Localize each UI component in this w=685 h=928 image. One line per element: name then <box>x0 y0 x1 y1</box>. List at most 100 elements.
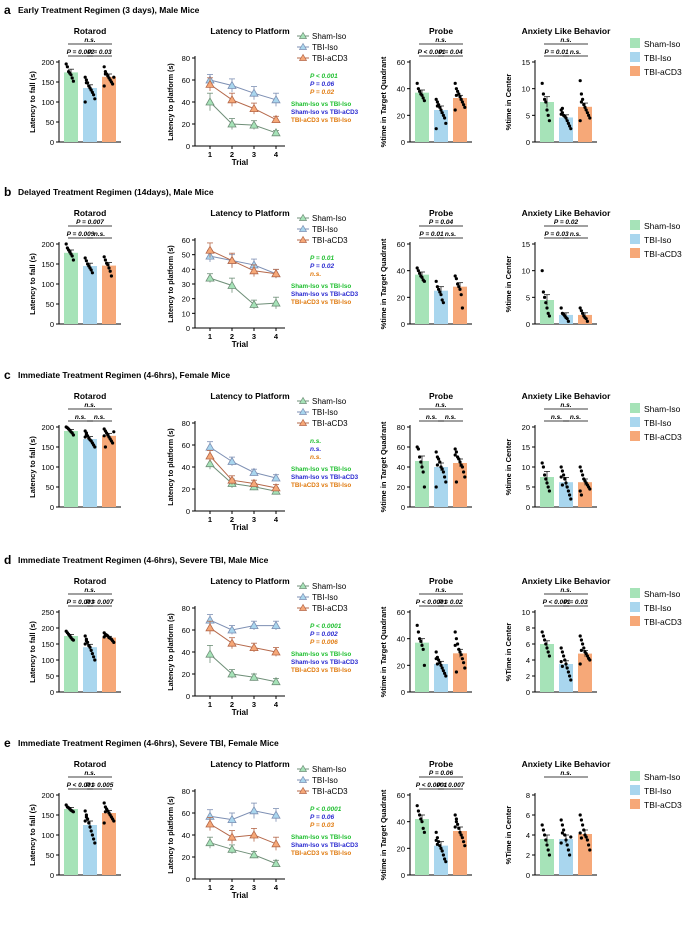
data-point <box>568 124 572 128</box>
bar-tbi-acd3 <box>102 76 116 142</box>
data-point <box>579 836 584 840</box>
series-marker <box>227 844 237 853</box>
legend-label: TBI-aCD3 <box>312 236 348 245</box>
data-point <box>578 634 582 638</box>
y-tick-label: 0 <box>186 507 190 516</box>
data-point <box>543 97 547 101</box>
series-line-tbi-iso <box>209 79 277 101</box>
data-point <box>453 453 457 457</box>
data-point <box>560 106 565 110</box>
data-point <box>541 290 546 294</box>
data-point <box>418 271 422 275</box>
data-point <box>440 666 444 670</box>
data-point <box>564 838 568 842</box>
legend-marker <box>298 213 308 221</box>
data-point <box>581 311 585 315</box>
data-point <box>559 112 563 116</box>
y-tick-label: 20 <box>182 120 190 129</box>
data-point <box>90 652 94 656</box>
significance-label: P = 0.007 <box>437 782 465 789</box>
data-point <box>435 836 439 840</box>
y-tick-label: 0 <box>401 138 405 147</box>
data-point <box>578 662 582 666</box>
data-point <box>578 79 582 83</box>
latency-p-value: P < 0.001 <box>310 73 338 80</box>
y-tick-label: 0 <box>526 688 530 697</box>
data-point <box>434 279 438 283</box>
y-tick-label: 0 <box>50 320 54 329</box>
y-tick-label: 6 <box>526 640 530 649</box>
legend-marker <box>298 396 308 404</box>
significance-label: P = 0.03 <box>563 599 588 606</box>
legend-label: TBI-aCD3 <box>312 787 348 796</box>
data-point <box>83 256 87 260</box>
data-point <box>566 489 571 493</box>
comparison-legend-label: TBI-aCD3 vs TBI-Iso <box>291 117 351 124</box>
y-tick-label: 15 <box>522 240 530 249</box>
y-tick-label: 0 <box>526 503 530 512</box>
data-point <box>71 79 75 83</box>
y-tick-label: 200 <box>41 624 54 633</box>
panel-e: e Immediate Treatment Regimen (4-6hrs), S… <box>4 736 682 900</box>
data-point <box>93 445 97 449</box>
y-tick-label: 0 <box>50 688 54 697</box>
legend-swatch-tbi-acd3 <box>630 248 640 258</box>
latency-p-value: P < 0.0001 <box>310 623 342 630</box>
series-marker <box>249 620 259 629</box>
legend-marker <box>298 786 308 794</box>
series-marker <box>205 97 215 106</box>
data-point <box>454 450 458 454</box>
data-point <box>545 481 549 485</box>
significance-label: P = 0.009 <box>67 231 95 238</box>
data-point <box>107 266 111 270</box>
data-point <box>563 477 567 481</box>
y-tick-label: 80 <box>182 787 190 796</box>
data-point <box>569 678 573 682</box>
x-tick-label: 1 <box>208 883 212 892</box>
data-point <box>547 314 552 318</box>
data-point <box>83 75 87 79</box>
data-point <box>421 470 425 474</box>
x-tick-label: 4 <box>274 515 279 524</box>
legend-label: TBI-aCD3 <box>312 419 348 428</box>
data-point <box>456 822 460 826</box>
data-point <box>83 819 87 823</box>
y-tick-label: 0 <box>50 871 54 880</box>
legend-label: TBI-aCD3 <box>644 67 682 77</box>
series-marker <box>249 849 259 859</box>
data-point <box>421 647 425 651</box>
legend-label: Sham-Iso <box>644 221 681 231</box>
y-axis-label: Latency to fall (s) <box>28 804 37 866</box>
data-point <box>70 254 74 258</box>
data-point <box>434 830 438 834</box>
data-point <box>581 97 585 101</box>
data-point <box>565 485 569 489</box>
panel-letter: c <box>4 368 11 382</box>
data-point <box>579 92 584 96</box>
x-axis-label: Trial <box>232 340 248 349</box>
data-point <box>435 662 439 666</box>
series-marker <box>205 649 215 658</box>
legend-label: TBI-Iso <box>644 418 672 428</box>
series-line-tbi-acd3 <box>209 823 277 845</box>
latency-p-value: n.s. <box>310 446 321 453</box>
data-point <box>92 837 96 841</box>
y-tick-label: 200 <box>41 423 54 432</box>
legend-label: TBI-Iso <box>644 53 672 63</box>
data-point <box>462 661 466 665</box>
data-point <box>71 258 75 262</box>
significance-label: P < 0.0001 <box>416 782 448 789</box>
data-point <box>581 823 585 827</box>
significance-label: P = 0.005 <box>86 782 114 789</box>
data-point <box>90 833 94 837</box>
y-tick-label: 150 <box>41 260 54 269</box>
data-point <box>102 821 106 825</box>
data-point <box>566 319 571 323</box>
latency-p-value: P = 0.02 <box>310 89 335 96</box>
legend-swatch-tbi-acd3 <box>630 799 640 809</box>
y-tick-label: 0 <box>401 871 405 880</box>
data-point <box>559 818 563 822</box>
legend-label: Sham-Iso <box>644 404 681 414</box>
data-point <box>83 435 87 439</box>
bar-tbi-acd3 <box>578 106 592 142</box>
